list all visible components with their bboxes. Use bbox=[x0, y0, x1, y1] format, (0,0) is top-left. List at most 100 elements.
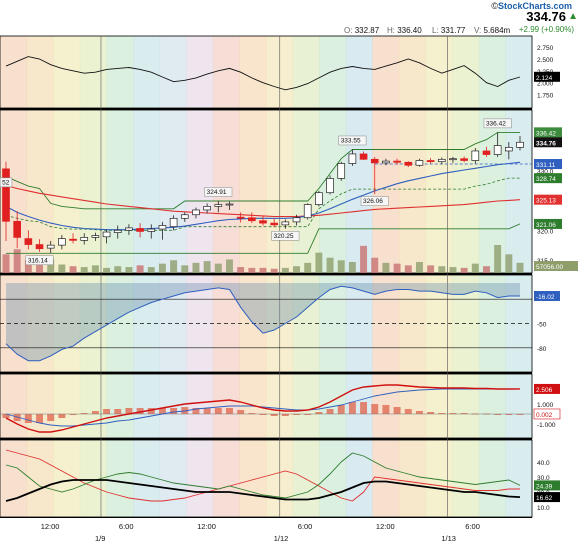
macd-histogram-bar bbox=[449, 413, 457, 414]
dmi-plus-value: 24.39 bbox=[536, 483, 553, 490]
macd-histogram-bar bbox=[494, 414, 502, 415]
panel-separator bbox=[0, 108, 532, 110]
candle-body bbox=[113, 229, 122, 233]
background-band bbox=[186, 36, 214, 517]
candle-body bbox=[147, 228, 156, 232]
macd-histogram-bar bbox=[505, 414, 513, 415]
macd-histogram-bar bbox=[192, 408, 200, 414]
macd-histogram-bar bbox=[516, 413, 524, 415]
panel-separator bbox=[0, 372, 532, 374]
candle-body bbox=[91, 235, 100, 238]
price-tag-label: 321.06 bbox=[536, 222, 556, 229]
candle-body bbox=[303, 204, 312, 219]
macd-line bbox=[5, 384, 521, 433]
macd-histogram-bar bbox=[36, 414, 43, 423]
band-mid-line bbox=[5, 177, 520, 231]
volume-bar bbox=[181, 265, 189, 273]
candle-body bbox=[169, 217, 178, 228]
top-axis-tick-label: 2.500 bbox=[537, 57, 554, 64]
candle-body bbox=[136, 228, 144, 232]
volume-bar bbox=[404, 265, 412, 273]
price-annotation-box bbox=[25, 255, 54, 266]
volume-bar bbox=[270, 268, 278, 273]
price-annotation: 333.55 bbox=[341, 137, 361, 144]
macd-histogram-bar bbox=[304, 414, 312, 415]
candle-body bbox=[35, 244, 44, 250]
moving-average-red bbox=[5, 184, 521, 218]
price-tag-label: 336.42 bbox=[536, 130, 556, 137]
top-last-value: 2.124 bbox=[536, 75, 553, 82]
macd-histogram-bar bbox=[404, 409, 412, 414]
dmi-plus-tag bbox=[534, 480, 560, 491]
macd-histogram-bar bbox=[226, 408, 233, 414]
candle-body bbox=[382, 160, 390, 164]
volume-bar bbox=[259, 267, 267, 273]
candle-body bbox=[102, 231, 111, 238]
volume-bar bbox=[293, 266, 300, 273]
candle-body bbox=[58, 238, 66, 246]
x-axis-time-label: 12:00 bbox=[41, 522, 60, 531]
volume-bar bbox=[281, 267, 289, 273]
volume-bar bbox=[114, 266, 122, 273]
volume-value: V: 5.684m bbox=[474, 26, 511, 35]
volume-bar bbox=[91, 265, 99, 273]
open-value: O: 332.87 bbox=[344, 26, 380, 35]
macd-histogram-bar bbox=[348, 402, 356, 414]
last-price: 334.76 bbox=[526, 9, 566, 24]
volume-bar bbox=[214, 263, 222, 273]
volume-bar bbox=[326, 257, 334, 273]
price-annotation-box bbox=[204, 187, 233, 197]
macd-histogram-bar bbox=[13, 414, 21, 421]
macd-histogram-bar bbox=[91, 411, 99, 414]
candle-body bbox=[125, 227, 133, 231]
macd-histogram-bar bbox=[315, 412, 323, 414]
volume-bar bbox=[494, 245, 502, 273]
background-band bbox=[452, 36, 480, 517]
macd-histogram-bar bbox=[293, 414, 300, 415]
price-tag-label: 334.76 bbox=[536, 140, 556, 147]
background-band bbox=[399, 36, 427, 517]
dmi-minus-line bbox=[5, 449, 520, 502]
candle-body bbox=[471, 150, 480, 161]
macd-histogram-bar bbox=[237, 410, 245, 414]
x-axis-date-label: 1/12 bbox=[274, 534, 289, 543]
candle-body bbox=[370, 158, 379, 164]
volume-bar bbox=[505, 254, 513, 273]
price-tag bbox=[534, 127, 562, 138]
macd-histogram-bar bbox=[170, 408, 178, 414]
top-axis-tick-label: 2.000 bbox=[537, 81, 554, 88]
candle-body bbox=[13, 220, 21, 238]
volume-bar bbox=[125, 267, 133, 273]
candle-body bbox=[214, 204, 223, 207]
macd-histogram-bar bbox=[69, 414, 77, 415]
volume-bar bbox=[136, 265, 144, 273]
volume-tag bbox=[534, 261, 578, 271]
macd-histogram-bar bbox=[393, 407, 401, 414]
volume-bar bbox=[483, 266, 490, 273]
price-annotation: 52 bbox=[2, 179, 10, 186]
background-band bbox=[345, 36, 373, 517]
volume-bar bbox=[192, 262, 200, 273]
volume-bar bbox=[13, 249, 21, 273]
candle-body bbox=[158, 225, 167, 230]
dmi-axis-tick-label: 10.0 bbox=[537, 505, 550, 512]
macd-signal-line bbox=[5, 388, 520, 427]
williams-line bbox=[5, 285, 520, 362]
candle-body bbox=[80, 237, 89, 241]
background-band bbox=[159, 36, 187, 517]
background-band bbox=[79, 36, 107, 517]
triangle-up-icon: ▲ bbox=[568, 11, 578, 22]
top-indicator-line bbox=[5, 56, 521, 91]
volume-bar bbox=[348, 261, 356, 273]
macd-histogram-bar bbox=[382, 405, 390, 414]
williams-axis-tick-label: -50 bbox=[537, 322, 547, 329]
panel-separator bbox=[0, 273, 532, 275]
candle-body bbox=[236, 216, 245, 219]
williams-axis-tick-label: -80 bbox=[537, 346, 547, 353]
macd-histogram-bar bbox=[326, 409, 334, 414]
price-axis-tick-label: 330.0 bbox=[537, 169, 554, 176]
williams-last-value: -16.02 bbox=[536, 294, 555, 301]
background-band bbox=[505, 36, 533, 517]
